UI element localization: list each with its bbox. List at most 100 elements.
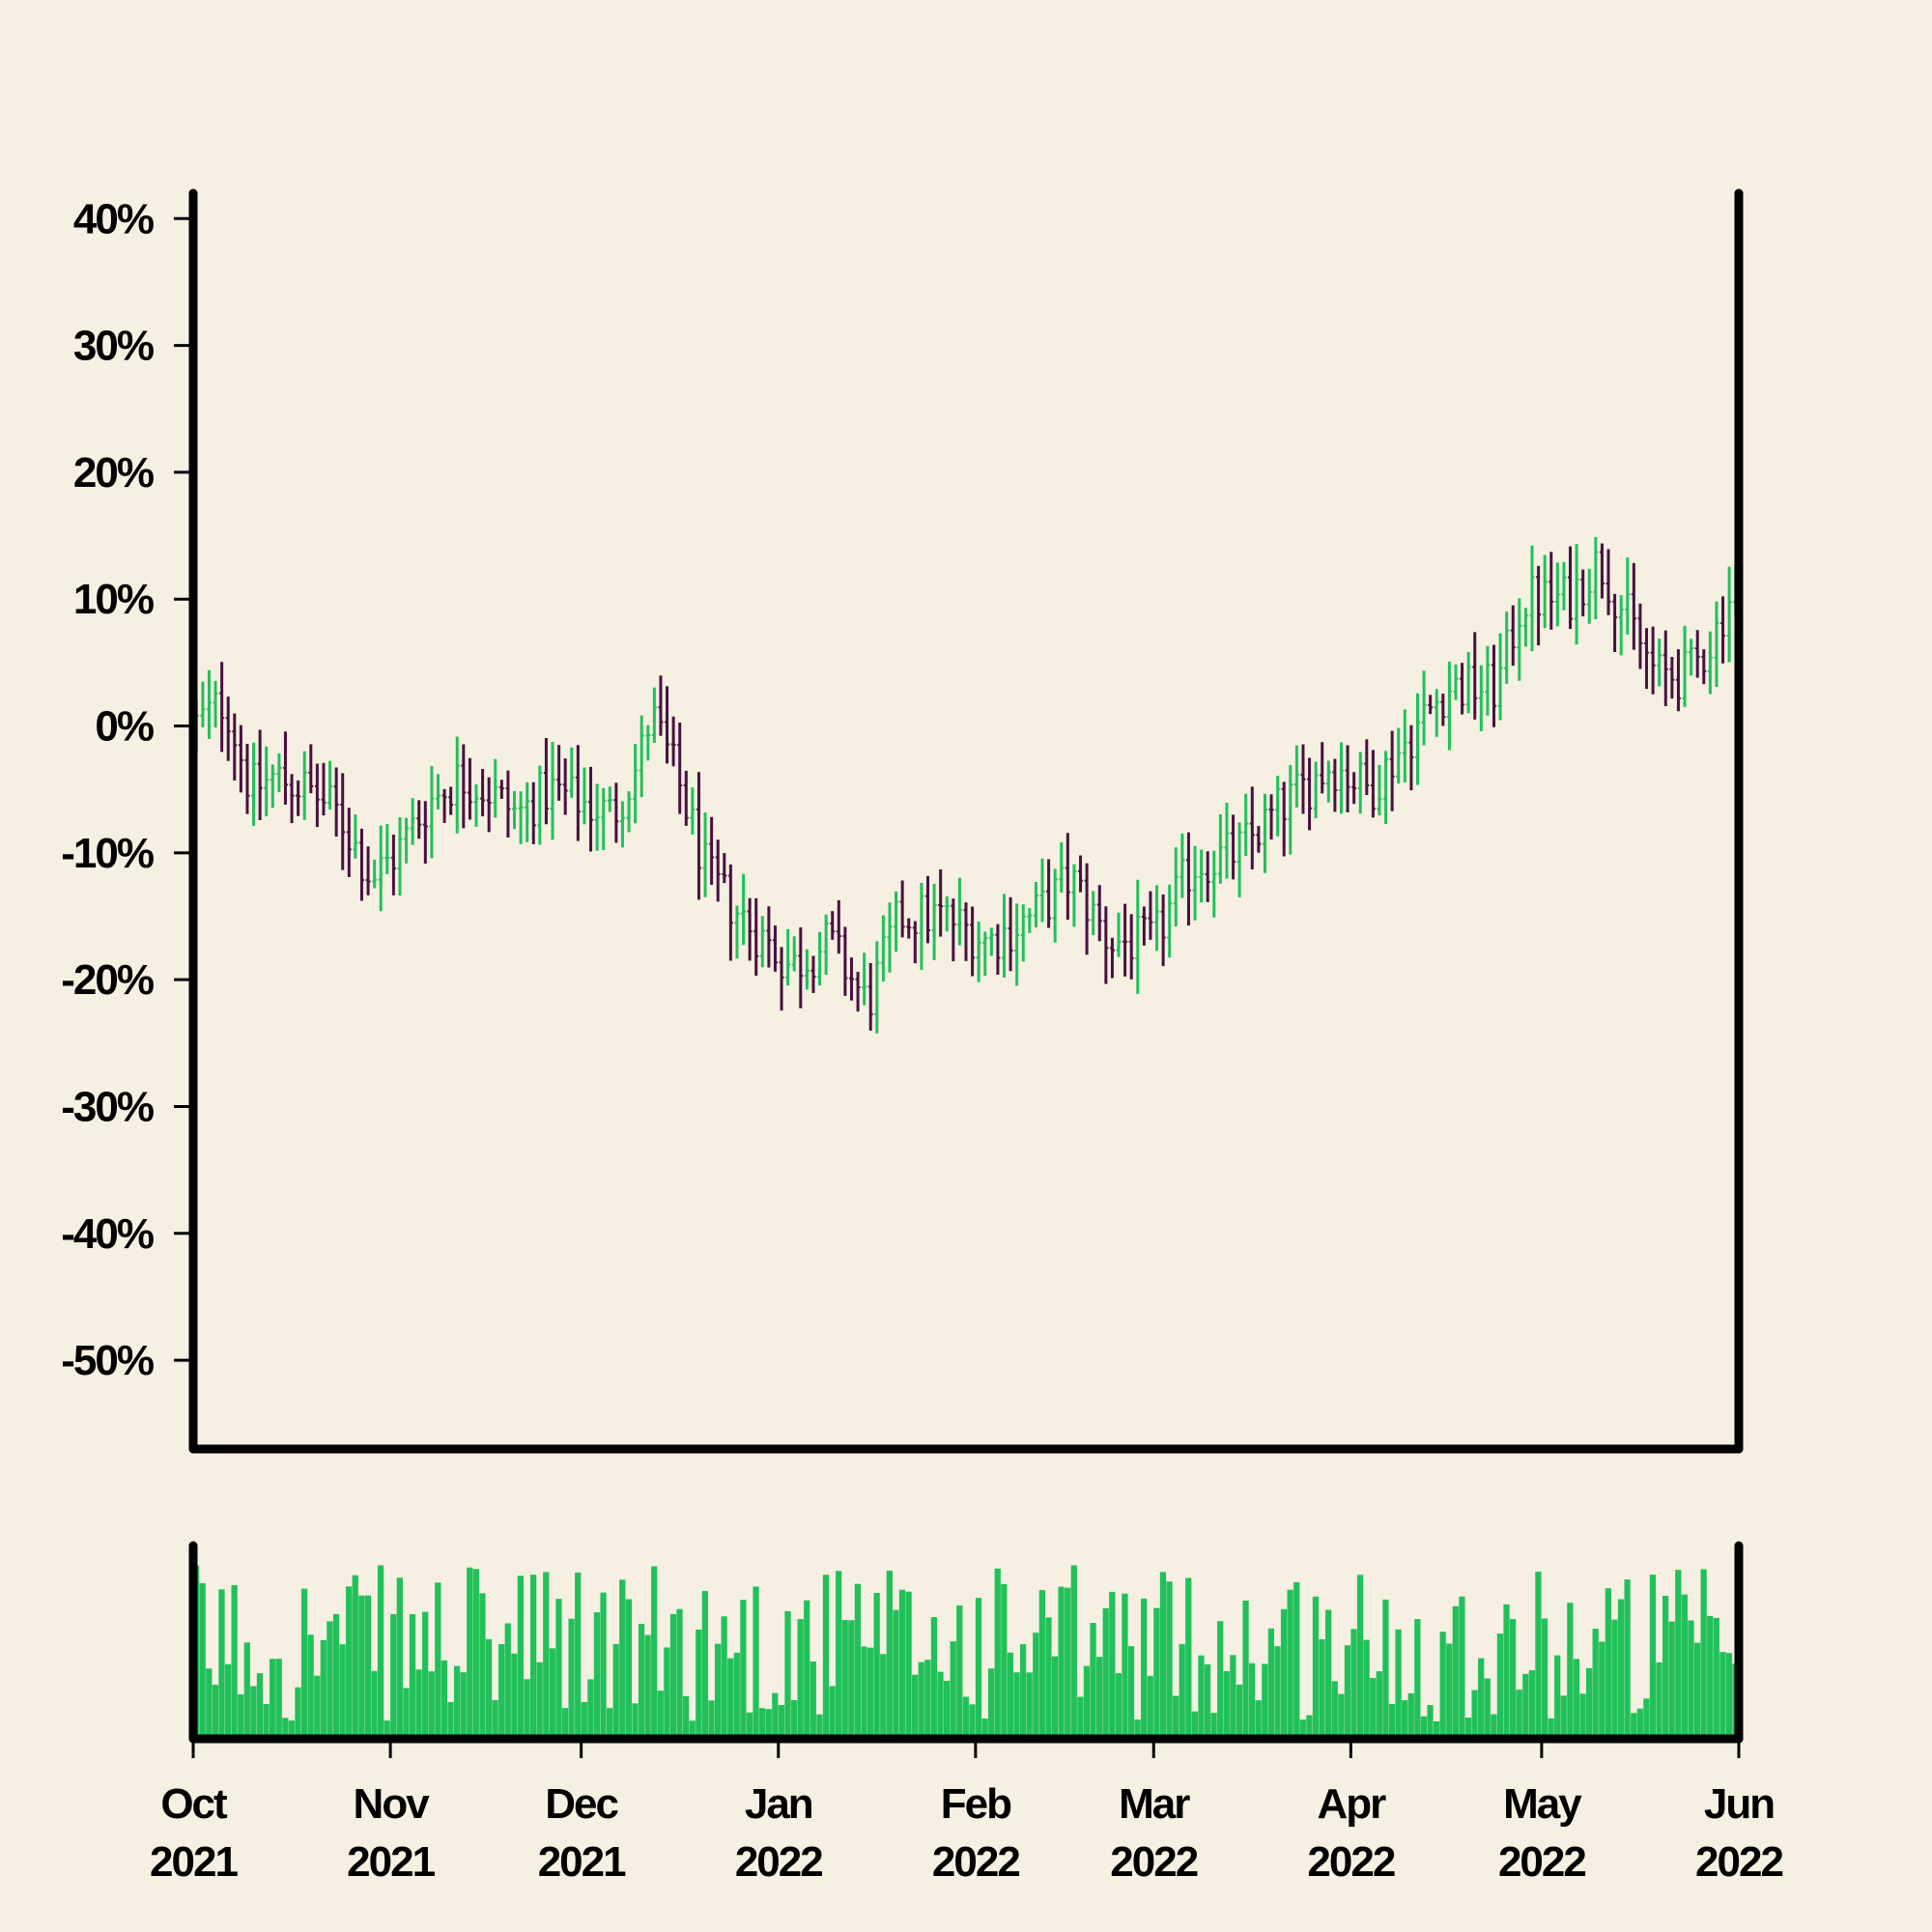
volume-bar	[632, 1703, 639, 1739]
volume-bar	[746, 1712, 753, 1739]
volume-bar	[1026, 1672, 1033, 1739]
volume-bar	[721, 1616, 727, 1739]
volume-bar	[848, 1620, 855, 1739]
volume-bar	[861, 1646, 867, 1739]
volume-bar	[1624, 1579, 1631, 1739]
volume-bar	[1567, 1603, 1574, 1739]
volume-bar	[517, 1576, 525, 1739]
volume-bar	[422, 1611, 429, 1739]
volume-bar	[1312, 1596, 1320, 1739]
volume-bar	[314, 1675, 321, 1739]
volume-bar	[778, 1705, 785, 1739]
volume-bar	[1319, 1638, 1325, 1739]
volume-bar	[1141, 1598, 1148, 1739]
volume-bar	[1471, 1690, 1478, 1739]
volume-bar	[1007, 1652, 1014, 1739]
volume-bar	[460, 1672, 467, 1739]
y-tick-label: -30%	[61, 1083, 154, 1130]
volume-bar	[1236, 1684, 1243, 1739]
volume-bar	[854, 1583, 862, 1739]
volume-bar	[898, 1589, 906, 1739]
volume-bar	[1306, 1715, 1313, 1739]
volume-bar	[612, 1643, 619, 1739]
volume-bar	[1065, 1587, 1071, 1739]
volume-bar	[307, 1634, 314, 1739]
volume-bar	[568, 1618, 575, 1739]
volume-bar	[1459, 1596, 1465, 1739]
volume-bar	[1159, 1572, 1167, 1739]
volume-bar	[1090, 1623, 1096, 1739]
volume-bar	[912, 1674, 919, 1739]
volume-bar	[243, 1642, 250, 1739]
volume-bar	[543, 1572, 550, 1739]
volume-bar	[1109, 1591, 1116, 1739]
volume-bar	[270, 1659, 276, 1739]
volume-bar	[816, 1714, 823, 1739]
volume-bar	[231, 1584, 238, 1739]
volume-bar	[1503, 1604, 1510, 1739]
volume-bar	[1388, 1704, 1396, 1739]
volume-bar	[1267, 1628, 1275, 1739]
volume-bar	[1179, 1643, 1185, 1739]
volume-bar	[689, 1720, 696, 1739]
volume-bar	[943, 1680, 951, 1739]
volume-bar	[1242, 1600, 1249, 1739]
volume-bar	[536, 1662, 543, 1739]
volume-bar	[727, 1658, 734, 1739]
volume-bar	[1013, 1672, 1020, 1739]
volume-bar	[956, 1605, 963, 1739]
volume-bar	[581, 1702, 587, 1739]
x-tick-label-month: Apr	[1317, 1780, 1386, 1828]
volume-bar	[924, 1660, 931, 1739]
volume-bar	[1427, 1705, 1434, 1739]
volume-bar	[1210, 1713, 1217, 1739]
volume-bar	[1496, 1634, 1504, 1739]
volume-bar	[384, 1720, 390, 1739]
volume-bar	[836, 1571, 842, 1739]
volume-bar	[841, 1620, 848, 1739]
volume-bar	[1541, 1618, 1548, 1739]
volume-bar	[224, 1663, 232, 1739]
volume-bar	[1560, 1695, 1567, 1739]
volume-bar	[975, 1598, 982, 1739]
volume-bar	[1464, 1717, 1472, 1739]
volume-bar	[529, 1575, 537, 1739]
volume-bar	[867, 1647, 874, 1739]
volume-bar	[440, 1660, 448, 1739]
volume-bar	[759, 1708, 766, 1739]
volume-bar	[1325, 1609, 1332, 1739]
volume-bar	[377, 1565, 384, 1739]
volume-bar	[1153, 1607, 1160, 1739]
volume-bar	[1420, 1716, 1428, 1739]
volume-bar	[664, 1647, 670, 1739]
volume-bar	[1713, 1617, 1719, 1739]
x-tick-label-year: 2022	[1498, 1838, 1585, 1886]
volume-bar	[549, 1648, 555, 1739]
volume-bar	[797, 1619, 804, 1739]
x-tick-label-month: Oct	[160, 1780, 228, 1828]
volume-bar	[644, 1634, 651, 1739]
volume-bar	[1102, 1607, 1109, 1739]
volume-bar	[1668, 1621, 1675, 1739]
volume-bar	[352, 1575, 358, 1739]
volume-bar	[199, 1582, 206, 1739]
volume-bar	[1338, 1693, 1345, 1739]
volume-bar	[1433, 1720, 1440, 1739]
volume-bar	[587, 1679, 594, 1739]
x-tick-label-year: 2022	[1307, 1838, 1394, 1886]
volume-bar	[1274, 1646, 1281, 1739]
volume-panel-frame	[188, 1541, 1744, 1744]
volume-bar	[1675, 1570, 1682, 1739]
volume-bar	[886, 1570, 893, 1739]
volume-bar	[1019, 1644, 1027, 1739]
volume-bar	[1636, 1708, 1643, 1739]
volume-bar	[930, 1617, 938, 1739]
volume-bar	[804, 1600, 810, 1739]
volume-bar	[1198, 1655, 1205, 1739]
volume-bar	[492, 1699, 498, 1739]
volume-bar	[657, 1690, 664, 1739]
volume-bar	[701, 1591, 709, 1739]
volume-bar	[479, 1593, 486, 1739]
volume-bar	[625, 1599, 632, 1739]
volume-bar	[1331, 1681, 1338, 1739]
